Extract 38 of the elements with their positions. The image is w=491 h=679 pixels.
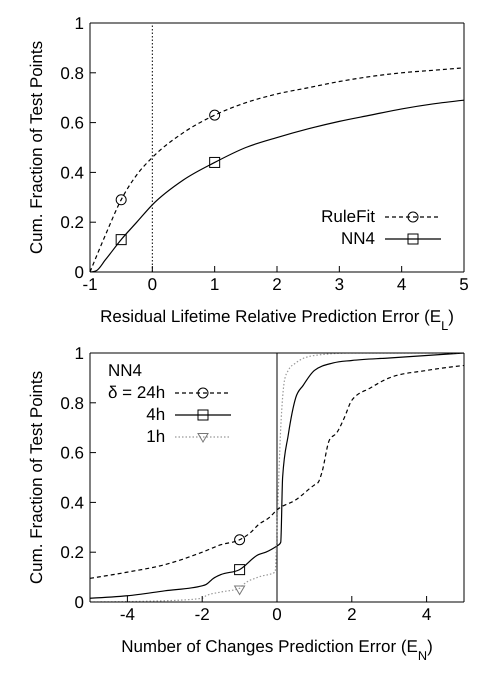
y-tick-label: 0.8 [60,64,84,83]
point [116,234,127,246]
point [209,110,220,121]
x-axis-title: Residual Lifetime Relative Prediction Error (E$_{L}$) [100,307,454,332]
legend-label: 1h [146,426,166,448]
x-tick-label: 4 [422,605,432,624]
point [209,156,220,168]
y-axis-title: Cum. Fraction of Test Points [27,370,46,584]
x-tick-label: 1 [210,275,220,294]
y-axis-title: Cum. Fraction of Test Points [27,40,46,254]
y-tick-label: 0.6 [60,444,84,463]
x-tick-label: -1 [82,275,98,294]
x-tick-label: -4 [120,605,135,624]
x-tick-label: 4 [396,275,406,294]
y-tick-label: 0.6 [60,114,84,133]
legend-label: δ = 24h [108,382,166,404]
y-tick-label: 0.2 [60,213,84,232]
y-tick-label: 0.4 [60,493,84,512]
x-tick-label: 2 [272,275,282,294]
x-tick-label: 3 [334,275,344,294]
x-tick-label: 2 [347,605,357,624]
x-tick-label: 0 [148,275,158,294]
legend-title: NN4 [108,360,144,382]
x-axis-title: Number of Changes Prediction Error (E$_{N}$) [121,637,433,662]
x-tick-label: 0 [272,605,282,624]
y-tick-label: 0.2 [60,543,84,562]
y-tick-label: 0.4 [60,163,84,182]
x-tick-label: 5 [459,275,469,294]
legend-label: NN4 [340,228,375,250]
y-tick-label: 0 [74,263,84,282]
y-tick-label: 0 [74,593,84,612]
x-tick-label: -2 [194,605,210,624]
legend-label: 4h [146,404,166,426]
point [116,194,127,206]
y-tick-label: 1 [74,344,84,364]
legend-label: RuleFit [321,206,375,228]
y-tick-label: 1 [74,14,84,34]
y-tick-label: 0.8 [60,394,84,413]
